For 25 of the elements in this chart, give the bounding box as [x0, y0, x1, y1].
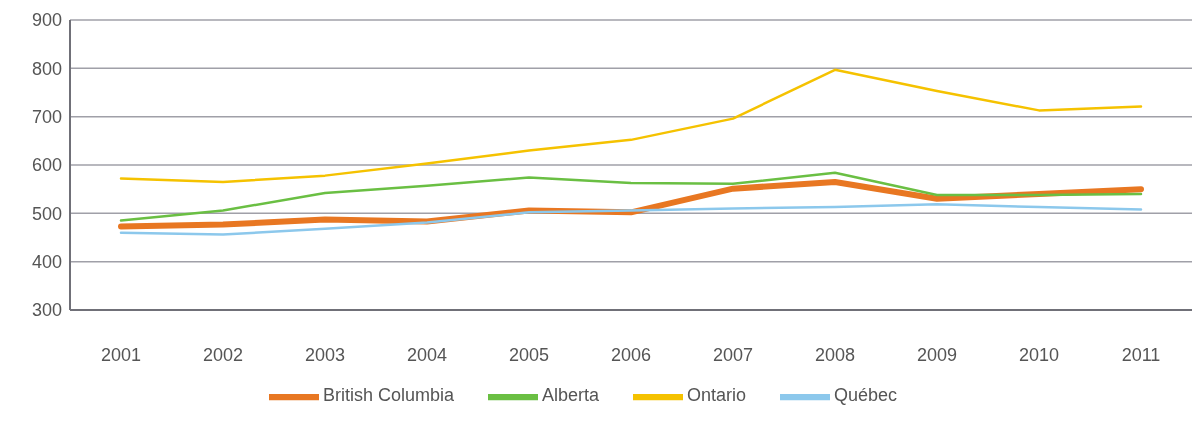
y-tick-label: 700: [31, 107, 62, 128]
line-series: [119, 202, 1143, 236]
legend-label: Québec: [834, 385, 898, 406]
x-tick-label: 2004: [406, 344, 448, 365]
line-series: [119, 171, 1143, 222]
legend-label: Alberta: [541, 385, 599, 406]
x-tick-label: 2009: [916, 344, 958, 365]
y-tick-label: 900: [31, 10, 62, 31]
y-tick-label: 400: [31, 252, 62, 273]
y-tick-label: 800: [31, 58, 62, 79]
line-series: [119, 68, 1143, 184]
y-tick-label: 600: [31, 155, 62, 176]
x-tick-label: 2006: [610, 344, 652, 365]
x-tick-label: 2001: [100, 344, 142, 365]
x-tick-label: 2002: [202, 344, 244, 365]
x-tick-label: 2007: [712, 344, 754, 365]
x-tick-label: 2005: [508, 344, 550, 365]
y-tick-label: 500: [31, 203, 62, 224]
y-tick-label: 300: [31, 300, 62, 321]
x-tick-label: 2011: [1121, 344, 1161, 365]
x-tick-label: 2003: [304, 344, 346, 365]
x-tick-label: 2010: [1018, 344, 1060, 365]
legend-label: British Columbia: [322, 385, 454, 406]
legend-label: Ontario: [687, 385, 747, 406]
x-tick-label: 2008: [814, 344, 856, 365]
